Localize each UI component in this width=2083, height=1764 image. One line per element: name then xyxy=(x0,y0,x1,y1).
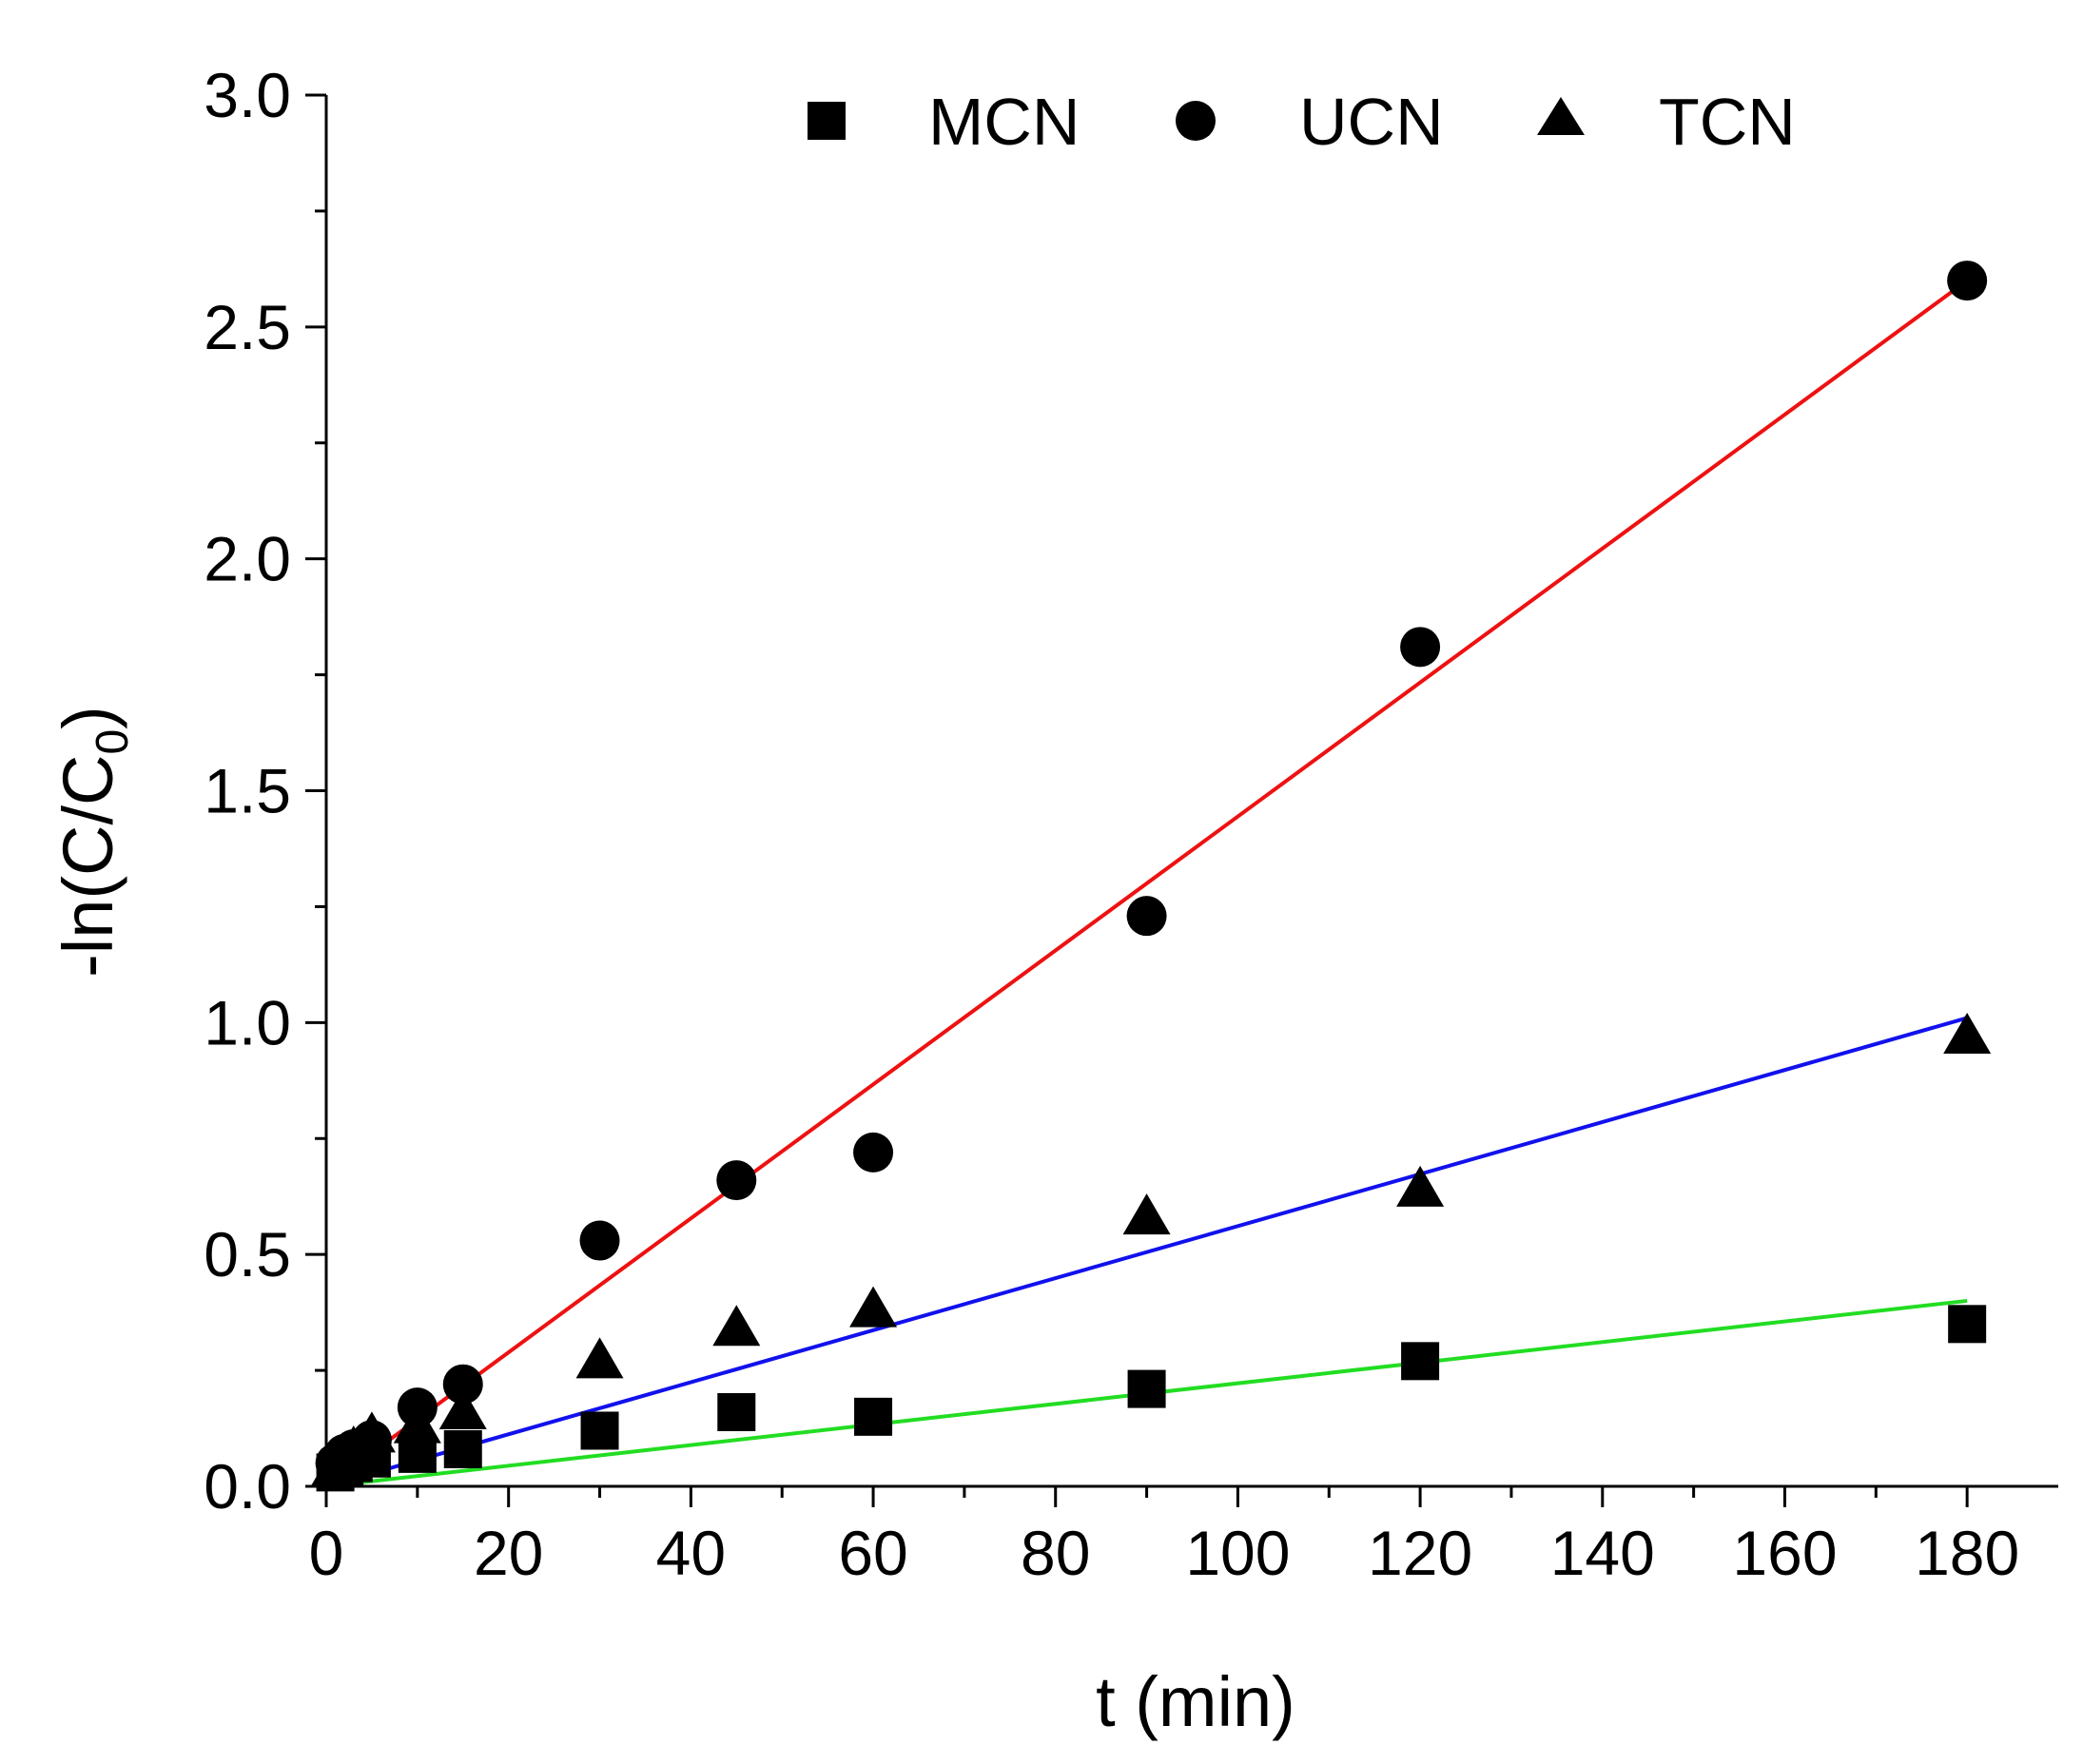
y-axis-title-subscript: 0 xyxy=(88,729,138,755)
x-tick-label: 120 xyxy=(1368,1518,1472,1588)
y-tick-label: 1.0 xyxy=(204,987,291,1057)
x-tick-label: 160 xyxy=(1732,1518,1837,1588)
point-mcn xyxy=(1401,1342,1440,1381)
y-tick-label: 1.5 xyxy=(204,756,291,826)
legend-label-mcn: MCN xyxy=(928,85,1080,159)
legend: MCN UCN TCN xyxy=(808,85,1796,159)
point-ucn xyxy=(1126,896,1167,937)
x-axis-title: t (min) xyxy=(1096,1662,1295,1741)
legend-marker-mcn xyxy=(808,102,846,140)
point-ucn xyxy=(1947,261,1988,301)
point-ucn xyxy=(716,1160,757,1201)
point-tcn xyxy=(393,1402,441,1444)
x-tick-label: 40 xyxy=(656,1518,726,1588)
point-ucn xyxy=(1400,627,1441,668)
point-mcn xyxy=(854,1397,893,1436)
y-tick-label: 2.5 xyxy=(204,292,291,362)
point-ucn xyxy=(442,1364,483,1405)
point-tcn xyxy=(347,1411,396,1453)
legend-marker-tcn xyxy=(1537,97,1585,135)
x-tick-label: 60 xyxy=(838,1518,907,1588)
point-tcn xyxy=(1396,1165,1445,1207)
x-tick-label: 180 xyxy=(1915,1518,2019,1588)
fit-lines xyxy=(324,279,1969,1488)
x-tick-label: 80 xyxy=(1021,1518,1090,1588)
x-tick-label: 100 xyxy=(1185,1518,1290,1588)
point-tcn xyxy=(1122,1193,1171,1235)
point-tcn xyxy=(712,1305,761,1347)
x-tick-label: 0 xyxy=(309,1518,344,1588)
legend-marker-ucn xyxy=(1176,101,1216,141)
legend-label-ucn: UCN xyxy=(1299,85,1444,159)
point-mcn xyxy=(1948,1305,1987,1344)
point-tcn xyxy=(849,1286,898,1328)
point-ucn xyxy=(579,1220,620,1261)
tick-labels: 0 20 40 60 80 100 120 140 160 180 0.0 0.5 1.0 1.5 2.0 2… xyxy=(204,60,2019,1588)
y-axis-title-close: ) xyxy=(49,706,127,729)
y-tick-label: 0.5 xyxy=(204,1219,291,1289)
axes xyxy=(305,93,2058,1507)
point-mcn xyxy=(580,1411,619,1450)
point-tcn xyxy=(1943,1012,1992,1054)
fit-line-tcn xyxy=(325,1016,1968,1488)
point-mcn xyxy=(1127,1369,1166,1408)
x-tick-label: 140 xyxy=(1550,1518,1655,1588)
legend-label-tcn: TCN xyxy=(1659,85,1796,159)
point-ucn xyxy=(853,1132,894,1173)
y-axis-title: -ln(C/C0) xyxy=(49,706,138,978)
point-tcn xyxy=(575,1337,624,1379)
y-tick-label: 2.0 xyxy=(204,524,291,594)
data-markers xyxy=(311,261,1992,1492)
x-tick-label: 20 xyxy=(474,1518,543,1588)
point-mcn xyxy=(717,1392,756,1431)
point-tcn xyxy=(438,1387,487,1429)
fit-line-ucn xyxy=(324,279,1969,1488)
y-tick-label: 0.0 xyxy=(204,1451,291,1522)
point-mcn xyxy=(443,1429,482,1468)
y-tick-label: 3.0 xyxy=(204,60,291,130)
y-axis-title-main: -ln(C/C xyxy=(49,755,127,978)
